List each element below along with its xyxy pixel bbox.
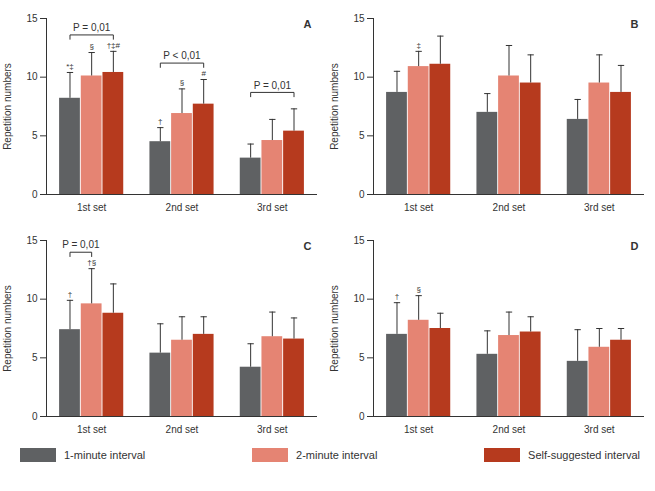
svg-text:P < 0,01: P < 0,01 [163,50,201,61]
svg-text:1st set: 1st set [77,202,107,213]
svg-text:†§: †§ [87,258,96,267]
svg-text:†‡#: †‡# [107,41,121,50]
svg-text:2nd set: 2nd set [493,424,526,435]
svg-text:Repetition numbers: Repetition numbers [2,63,13,150]
svg-text:2nd set: 2nd set [493,202,526,213]
svg-text:1st set: 1st set [77,424,107,435]
svg-text:10: 10 [353,293,365,304]
svg-text:‡: ‡ [416,41,420,50]
svg-text:15: 15 [26,235,38,246]
svg-text:B: B [631,18,639,30]
svg-text:Repetition numbers: Repetition numbers [2,285,13,372]
svg-text:*‡: *‡ [66,62,74,71]
svg-text:P = 0,01: P = 0,01 [62,239,100,250]
svg-text:0: 0 [32,411,38,422]
svg-text:D: D [631,240,639,252]
svg-text:3rd set: 3rd set [257,202,288,213]
svg-text:§: § [89,42,93,51]
svg-text:†: † [68,290,72,299]
svg-text:†: † [395,292,399,301]
svg-text:§: § [180,78,184,87]
svg-text:0: 0 [359,411,365,422]
svg-text:3rd set: 3rd set [584,202,615,213]
svg-text:Repetition numbers: Repetition numbers [329,63,340,150]
svg-text:10: 10 [26,71,38,82]
svg-text:0: 0 [359,189,365,200]
svg-text:10: 10 [26,293,38,304]
svg-text:0: 0 [32,189,38,200]
svg-text:15: 15 [353,13,365,24]
svg-text:P = 0,01: P = 0,01 [73,22,111,33]
svg-text:Repetition numbers: Repetition numbers [329,285,340,372]
svg-text:5: 5 [359,130,365,141]
svg-text:2nd set: 2nd set [166,202,199,213]
svg-text:1st set: 1st set [404,202,434,213]
html-text:2-minute interval: 2-minute interval [296,449,378,461]
svg-text:2nd set: 2nd set [166,424,199,435]
html-text:Self-suggested interval: Self-suggested interval [528,449,640,461]
svg-text:15: 15 [26,13,38,24]
svg-text:1st set: 1st set [404,424,434,435]
html-text:1-minute interval: 1-minute interval [64,449,146,461]
svg-text:§: § [416,285,420,294]
svg-text:5: 5 [359,352,365,363]
svg-text:10: 10 [353,71,365,82]
svg-text:5: 5 [32,130,38,141]
svg-text:†: † [158,117,162,126]
svg-text:3rd set: 3rd set [257,424,288,435]
svg-text:C: C [304,240,312,252]
svg-text:3rd set: 3rd set [584,424,615,435]
svg-text:A: A [304,18,312,30]
svg-text:P = 0,01: P = 0,01 [254,80,292,91]
svg-text:#: # [201,69,206,78]
svg-text:15: 15 [353,235,365,246]
svg-text:5: 5 [32,352,38,363]
